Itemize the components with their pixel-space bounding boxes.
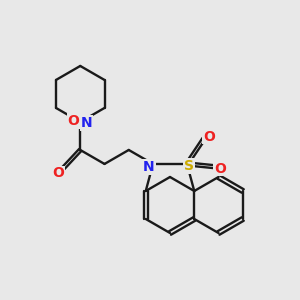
Text: O: O bbox=[214, 162, 226, 176]
Text: S: S bbox=[184, 159, 194, 173]
Text: O: O bbox=[203, 130, 215, 144]
Text: N: N bbox=[143, 160, 155, 174]
Text: N: N bbox=[80, 116, 92, 130]
Text: O: O bbox=[52, 167, 64, 180]
Text: O: O bbox=[67, 114, 79, 128]
